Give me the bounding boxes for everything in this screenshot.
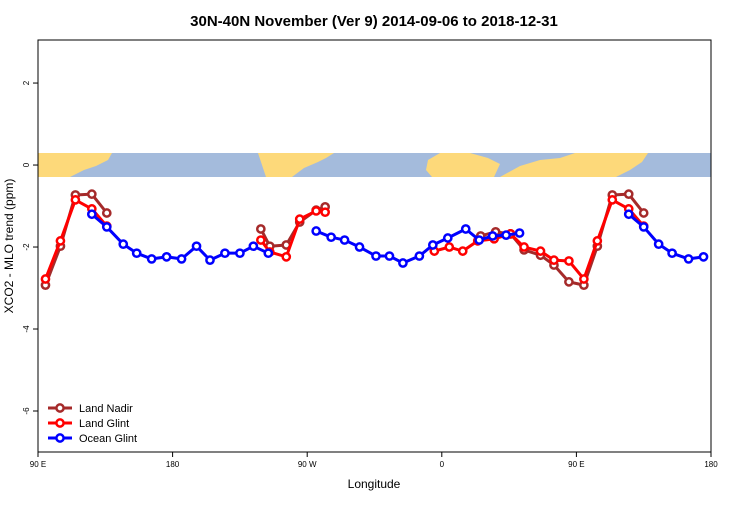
land-shape	[38, 153, 112, 177]
y-tick-label: -4	[22, 325, 31, 333]
x-tick-label: 180	[704, 460, 718, 469]
data-point	[101, 222, 112, 232]
legend-swatch-point	[55, 403, 65, 413]
data-point	[70, 195, 81, 205]
legend-label: Land Glint	[79, 418, 129, 430]
data-point	[653, 239, 664, 250]
plot-frame	[37, 39, 712, 453]
map-band	[38, 153, 711, 177]
x-tick-label: 180	[166, 460, 180, 469]
legend-label: Ocean Glint	[79, 433, 137, 445]
data-point	[311, 226, 322, 236]
data-point	[564, 256, 574, 266]
data-point	[514, 228, 525, 238]
data-point	[667, 248, 677, 259]
data-point	[101, 208, 112, 218]
data-point	[281, 252, 292, 262]
data-point	[442, 233, 453, 243]
data-point	[607, 195, 618, 205]
data-point	[457, 246, 468, 256]
data-point	[460, 224, 471, 234]
data-point	[131, 248, 142, 259]
data-point	[40, 274, 51, 284]
data-point	[248, 241, 259, 252]
data-point	[592, 236, 603, 246]
data-point	[414, 251, 425, 261]
data-point	[501, 230, 511, 240]
data-point	[176, 254, 187, 264]
data-point	[564, 277, 574, 287]
legend-swatch-point	[55, 418, 65, 428]
data-point	[55, 236, 66, 246]
data-point	[255, 235, 266, 245]
data-point	[444, 242, 455, 252]
data-point	[86, 209, 97, 220]
data-point	[161, 252, 172, 262]
y-tick-label: -6	[22, 407, 31, 415]
data-point	[255, 224, 266, 234]
chart-title: 30N-40N November (Ver 9) 2014-09-06 to 2…	[190, 13, 558, 30]
land-shape	[258, 153, 334, 177]
data-point	[623, 189, 634, 199]
legend-swatch-point	[55, 433, 65, 443]
y-tick-label: 2	[22, 80, 31, 85]
x-tick-label: 0	[440, 460, 445, 469]
data-point	[623, 209, 634, 220]
data-point	[638, 208, 649, 218]
data-point	[535, 246, 546, 256]
data-point	[146, 254, 157, 264]
data-point	[191, 241, 202, 252]
data-point	[354, 242, 365, 252]
x-tick-label: 90 W	[298, 460, 317, 469]
y-tick-label: 0	[22, 162, 31, 167]
data-point	[205, 255, 215, 265]
data-point	[220, 248, 230, 259]
data-point	[384, 251, 395, 261]
data-point	[320, 207, 330, 218]
land-shape	[500, 153, 648, 177]
y-tick-label: -2	[22, 243, 31, 251]
data-point	[398, 258, 408, 268]
y-axis-label: XCO2 - MLO trend (ppm)	[2, 179, 16, 314]
x-tick-label: 90 E	[568, 460, 584, 469]
data-point	[118, 239, 129, 250]
data-point	[683, 254, 694, 264]
data-point	[549, 255, 559, 265]
legend-label: Land Nadir	[79, 403, 133, 415]
data-point	[86, 189, 97, 199]
data-point	[235, 248, 245, 259]
data-point	[339, 235, 350, 245]
data-point	[311, 206, 322, 216]
x-axis-label: Longitude	[348, 477, 401, 491]
data-point	[698, 252, 709, 262]
data-point	[263, 248, 274, 259]
data-point	[326, 232, 336, 243]
x-tick-label: 90 E	[30, 460, 46, 469]
data-point	[427, 240, 438, 250]
data-point	[371, 251, 381, 261]
land-shape	[426, 153, 500, 177]
data-point	[579, 274, 589, 284]
data-point	[487, 231, 498, 241]
data-point	[474, 235, 485, 245]
data-point	[638, 222, 649, 232]
data-point	[519, 242, 529, 252]
data-point	[294, 214, 305, 224]
